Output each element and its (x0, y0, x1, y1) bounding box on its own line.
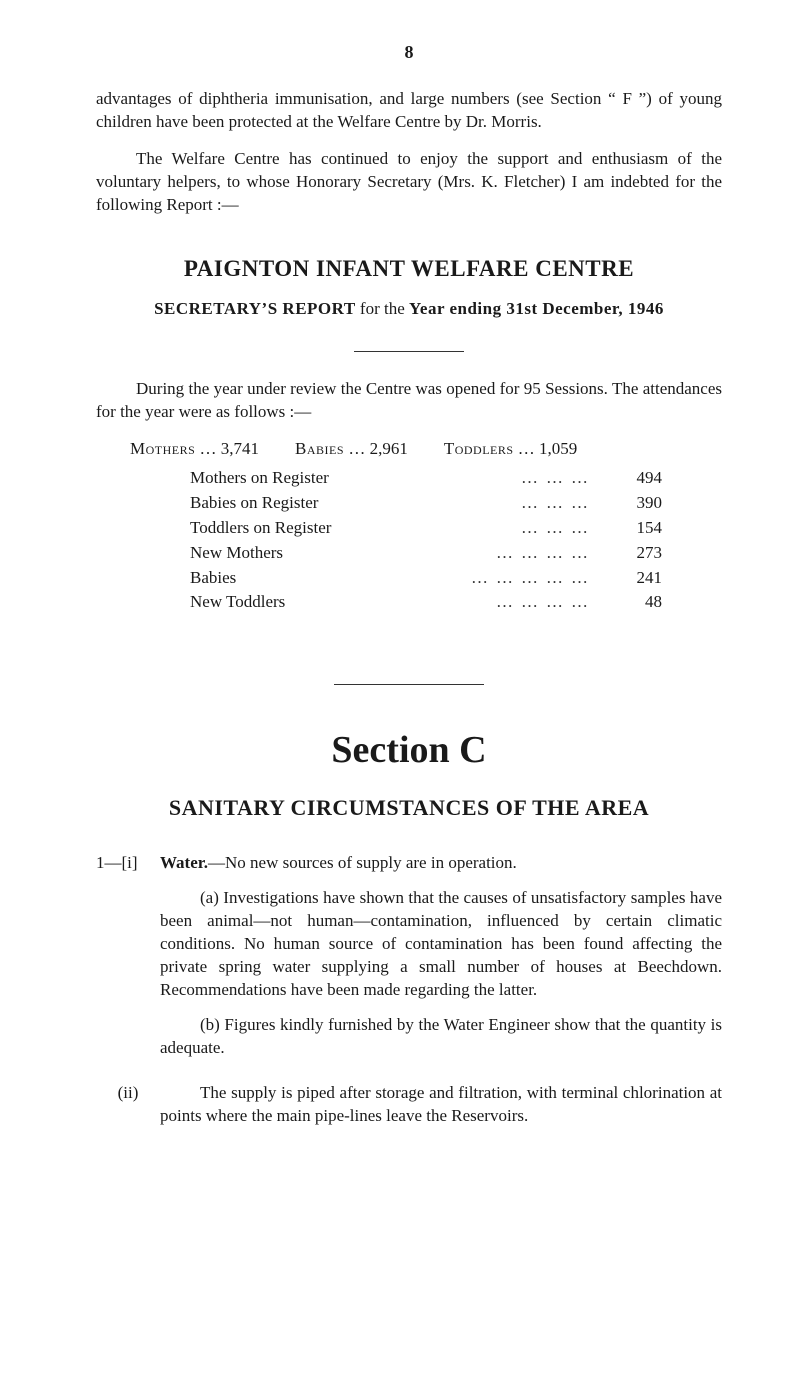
stats-value: 241 (602, 567, 722, 590)
stats-label: Mothers on Register (190, 467, 329, 490)
stats-label: New Mothers (190, 542, 283, 565)
stats-head-mothers-val: … 3,741 (195, 438, 259, 461)
section-subtitle: SANITARY CIRCUMSTANCES OF THE AREA (96, 793, 722, 823)
divider-short (354, 351, 464, 352)
review-paragraph: During the year under review the Centre … (96, 378, 722, 424)
water-b: (b) Figures kindly furnished by the Wate… (160, 1014, 722, 1060)
stats-row: New Mothers ………… 273 (96, 542, 722, 565)
stats-value: 390 (602, 492, 722, 515)
page-number: 8 (96, 40, 722, 64)
stats-row: Mothers on Register ……… 494 (96, 467, 722, 490)
list-body: Water.—No new sources of supply are in o… (160, 852, 722, 1072)
stats-head-babies-label: Babies (295, 438, 344, 461)
stats-leader-dots: ………… (285, 591, 602, 614)
review-sentence-1: During the year under review the Centre … (136, 379, 608, 398)
stats-head-mothers-label: Mothers (130, 438, 195, 461)
stats-head-babies-val: … 2,961 (344, 438, 408, 461)
stats-row: New Toddlers ………… 48 (96, 591, 722, 614)
list-body: The supply is piped after storage and fi… (160, 1082, 722, 1140)
intro-paragraph-2: The Welfare Centre has continued to enjo… (96, 148, 722, 217)
section-title: Section C (96, 725, 722, 776)
stats-leader-dots: ……… (318, 492, 602, 515)
stats-value: 48 (602, 591, 722, 614)
stats-head-toddlers-label: Toddlers (444, 438, 514, 461)
stats-value: 154 (602, 517, 722, 540)
water-lead-rest: —No new sources of supply are in operati… (208, 853, 517, 872)
list-item-1: 1—[i] Water.—No new sources of supply ar… (96, 852, 722, 1072)
item2-text: The supply is piped after storage and fi… (160, 1082, 722, 1128)
water-a: (a) Investigations have shown that the c… (160, 887, 722, 1002)
list-item-2: (ii) The supply is piped after storage a… (96, 1082, 722, 1140)
stats-value: 273 (602, 542, 722, 565)
stats-leader-dots: ………… (283, 542, 602, 565)
stats-label: Toddlers on Register (190, 517, 331, 540)
stats-label: Babies on Register (190, 492, 318, 515)
water-line: Water.—No new sources of supply are in o… (160, 852, 722, 875)
stats-row: Babies on Register ……… 390 (96, 492, 722, 515)
list-marker-1i: 1—[i] (96, 852, 160, 1072)
stats-header-row: Mothers … 3,741 Babies … 2,961 Toddlers … (96, 438, 722, 461)
secretary-report-bold-2: Year ending 31st December, 1946 (409, 299, 664, 318)
secretary-report-mid: for the (356, 299, 409, 318)
centre-title: PAIGNTON INFANT WELFARE CENTRE (96, 253, 722, 284)
statistics-block: Mothers … 3,741 Babies … 2,961 Toddlers … (96, 438, 722, 615)
water-lead: Water. (160, 853, 208, 872)
intro-paragraph-1: advantages of diphtheria immunisation, a… (96, 88, 722, 134)
secretary-report-bold: SECRETARY’S REPORT (154, 299, 356, 318)
stats-head-toddlers-val: … 1,059 (514, 438, 578, 461)
stats-label: New Toddlers (190, 591, 285, 614)
stats-row: Babies …………… 241 (96, 567, 722, 590)
stats-value: 494 (602, 467, 722, 490)
list-marker-ii: (ii) (96, 1082, 160, 1140)
secretary-report-line: SECRETARY’S REPORT for the Year ending 3… (96, 298, 722, 321)
stats-leader-dots: ……… (331, 517, 602, 540)
stats-label: Babies (190, 567, 236, 590)
stats-leader-dots: ……… (329, 467, 602, 490)
stats-leader-dots: …………… (236, 567, 602, 590)
stats-row: Toddlers on Register ……… 154 (96, 517, 722, 540)
divider-medium (334, 684, 484, 685)
